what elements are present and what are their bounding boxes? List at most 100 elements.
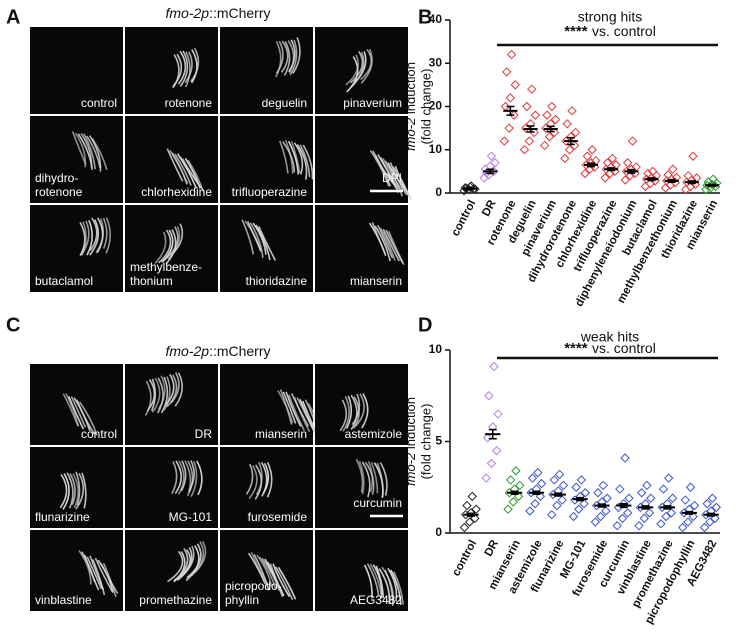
worm (375, 565, 385, 599)
worm (184, 51, 191, 88)
image-label: pinaverium (343, 96, 402, 110)
panel-label: B (418, 6, 432, 28)
worm (154, 231, 167, 264)
error-bar (707, 512, 716, 517)
y-axis-label-italic: fmo-2 (403, 452, 418, 486)
worm (342, 396, 350, 432)
worm (302, 144, 314, 180)
image-label: mianserin (255, 427, 307, 441)
worm (289, 39, 298, 76)
worm (282, 391, 297, 424)
micrograph (30, 364, 123, 445)
data-point (493, 409, 503, 419)
worm (172, 53, 183, 87)
worm (105, 217, 112, 254)
worm (255, 224, 271, 261)
error-bar (663, 505, 672, 510)
error-bar (510, 490, 519, 495)
worm (147, 379, 156, 412)
y-tick-label: 0 (435, 185, 442, 199)
error-bar (526, 125, 535, 133)
worm (89, 219, 100, 256)
error-bar (587, 162, 595, 168)
worm (78, 550, 92, 585)
data-point (617, 513, 628, 524)
x-tick-label: control (450, 198, 479, 238)
worm (194, 541, 207, 574)
error-bar (488, 428, 497, 440)
worm (158, 229, 172, 264)
worm (339, 399, 348, 432)
worm (187, 159, 204, 192)
worm (279, 140, 289, 174)
x-tick-label: control (450, 538, 479, 578)
worm (245, 463, 254, 495)
data-point (462, 500, 472, 511)
data-point (590, 517, 601, 527)
worm (94, 557, 114, 593)
data-point (707, 179, 717, 190)
data-point (587, 145, 597, 155)
image-label: DR (195, 427, 213, 441)
worm (81, 472, 87, 509)
worm (394, 165, 413, 201)
y-tick-label: 10 (429, 142, 443, 156)
data-point (627, 136, 638, 146)
worm (350, 394, 358, 431)
panel-label: A (6, 6, 20, 28)
worm (371, 222, 386, 254)
data-point (499, 136, 510, 146)
worm (382, 228, 400, 262)
error-bar (641, 505, 650, 510)
data-point (666, 508, 677, 518)
data-point (707, 493, 718, 503)
worm (156, 377, 164, 414)
data-point (509, 110, 519, 120)
y-axis-label: (fold change) (418, 404, 433, 480)
error-bar (647, 177, 656, 182)
panel-label: D (418, 314, 432, 336)
worm (384, 160, 404, 197)
data-point (564, 145, 575, 155)
annotation: **** vs. control (564, 23, 656, 41)
image-label: butaclamol (35, 274, 93, 288)
annotation-text: vs. control (592, 23, 656, 39)
worm (370, 461, 379, 494)
image-title: fmo-2p::mCherry (165, 343, 270, 359)
data-point (489, 166, 499, 177)
micrograph (315, 364, 408, 445)
worm (269, 563, 284, 597)
worm (68, 396, 85, 430)
data-point (505, 475, 516, 485)
data-point (595, 511, 606, 522)
image-title: fmo-2p::mCherry (165, 5, 270, 21)
worm (184, 460, 192, 497)
data-point (677, 522, 688, 533)
data-point (640, 181, 651, 192)
y-axis-label-rest: induction (403, 397, 418, 449)
data-point (562, 119, 572, 129)
worm (299, 144, 311, 178)
data-point (549, 475, 560, 485)
worm (363, 564, 373, 599)
image-title-italic: fmo-2p (165, 343, 209, 359)
data-point (527, 84, 537, 94)
data-point (510, 80, 520, 90)
error-bar (685, 510, 694, 515)
worm (252, 222, 267, 255)
worm (95, 218, 105, 254)
worm (65, 393, 80, 427)
micrograph (220, 27, 313, 114)
worm (358, 460, 365, 495)
worm (266, 461, 273, 498)
worm (72, 473, 79, 509)
data-point (560, 153, 570, 164)
data-point (680, 495, 691, 505)
data-point (639, 513, 649, 524)
data-point (490, 158, 500, 168)
worm (280, 40, 289, 73)
worm (174, 372, 183, 407)
worm (75, 472, 85, 510)
worm (369, 150, 390, 187)
worm (290, 140, 301, 174)
